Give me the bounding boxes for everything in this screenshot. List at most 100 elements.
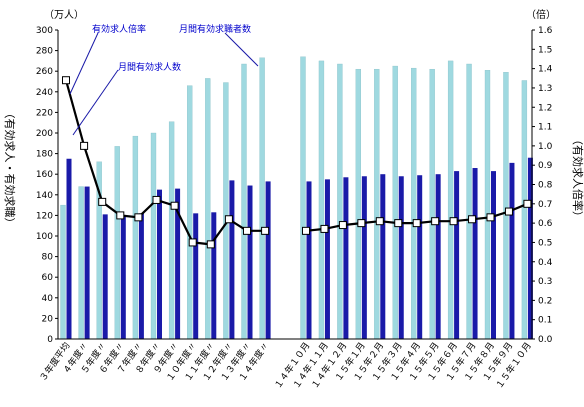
- ratio-line-layer: [62, 76, 532, 249]
- left-tick-label: 260: [36, 67, 53, 77]
- seekers-bar: [114, 146, 120, 340]
- axes-layer: 0 20 40 60 80 100 120 140 160 180 200 220 240 260 280 3…: [36, 26, 553, 345]
- ratio-point: [412, 219, 421, 228]
- right-tick-label: 0.2: [538, 296, 552, 306]
- ratio-point: [523, 199, 532, 208]
- legend-seekers: 月間有効求職者数: [179, 23, 251, 35]
- right-tick-label: 0.9: [538, 161, 553, 171]
- seekers-bar: [318, 60, 325, 340]
- right-tick-label: 1.2: [538, 103, 552, 113]
- left-tick-label: 20: [42, 314, 54, 324]
- legend-leader-seekers: [224, 32, 259, 67]
- seekers-bar: [168, 121, 175, 340]
- seekers-bar: [150, 132, 157, 340]
- offers-bar: [417, 175, 423, 339]
- offers-bar: [138, 213, 144, 339]
- ratio-point: [394, 219, 403, 228]
- seekers-bar: [132, 135, 139, 340]
- seekers-bar: [205, 78, 211, 340]
- offers-bar: [247, 185, 253, 339]
- offers-bar: [102, 214, 108, 339]
- left-tick-label: 180: [36, 150, 53, 160]
- offers-bar: [306, 181, 312, 339]
- left-tick-label: 220: [36, 108, 53, 118]
- offers-bar: [380, 174, 386, 339]
- offers-bar: [454, 171, 460, 339]
- offers-bar: [157, 189, 162, 339]
- left-tick-label: 40: [42, 294, 54, 304]
- ratio-point: [320, 224, 329, 233]
- bars-layer: [60, 56, 533, 340]
- ratio-point: [152, 195, 161, 204]
- left-unit-label: （万人）: [44, 9, 84, 21]
- right-tick-label: 0.5: [538, 238, 552, 248]
- seekers-bar: [466, 63, 472, 340]
- left-tick-label: 200: [36, 129, 53, 139]
- right-tick-label: 0.3: [538, 277, 552, 287]
- offers-bar: [211, 212, 217, 339]
- left-tick-label: 280: [36, 47, 53, 57]
- seekers-bar: [429, 68, 435, 340]
- offers-bar: [435, 174, 441, 339]
- right-tick-label: 0.1: [538, 316, 552, 326]
- left-tick-label: 160: [36, 170, 53, 180]
- ratio-point: [62, 76, 70, 85]
- left-tick-label: 300: [36, 26, 53, 36]
- offers-bar: [229, 180, 235, 339]
- seekers-bar: [355, 68, 362, 340]
- offers-bar: [265, 181, 271, 339]
- right-tick-label: 1.5: [538, 45, 552, 55]
- ratio-point: [243, 226, 251, 235]
- offers-bar: [509, 162, 515, 339]
- ratio-point: [375, 217, 384, 226]
- right-tick-label: 1.1: [538, 123, 552, 133]
- left-tick-label: 240: [36, 88, 53, 98]
- right-tick-label: 1.6: [538, 26, 553, 36]
- ratio-point: [80, 141, 89, 150]
- offers-bar: [491, 171, 496, 339]
- ratio-point: [261, 226, 270, 235]
- left-tick-label: 120: [36, 211, 53, 221]
- offers-bar: [193, 213, 199, 339]
- left-tick-label: 80: [42, 253, 54, 263]
- right-tick-label: 0.7: [538, 200, 552, 210]
- offers-bar: [527, 157, 533, 339]
- legend-leader-offers: [72, 69, 119, 136]
- offers-bar: [398, 176, 404, 339]
- seekers-bar: [503, 72, 509, 340]
- seekers-bar: [60, 204, 66, 340]
- seekers-bar: [484, 70, 491, 340]
- offers-bar: [84, 186, 90, 339]
- seekers-bar: [78, 186, 84, 340]
- left-tick-label: 0: [47, 335, 53, 345]
- ratio-point: [504, 207, 513, 216]
- legend-leader-ratio: [69, 32, 99, 95]
- left-tick-label: 60: [42, 273, 54, 283]
- right-tick-label: 1.4: [538, 65, 553, 75]
- ratio-point: [116, 211, 125, 220]
- ratio-point: [188, 238, 197, 247]
- right-unit-label: （倍）: [526, 8, 556, 21]
- offers-bar: [472, 168, 478, 339]
- seekers-bar: [187, 85, 193, 340]
- left-axis-title: （有効求人・有効求職）: [3, 108, 17, 229]
- seekers-bar: [521, 80, 528, 340]
- ratio-point: [134, 213, 143, 222]
- seekers-bar: [241, 63, 247, 340]
- left-tick-label: 100: [36, 232, 53, 242]
- ratio-point: [98, 197, 107, 206]
- seekers-bar: [392, 65, 398, 340]
- seekers-bar: [223, 82, 229, 340]
- ratio-point: [468, 215, 477, 224]
- ratio-point: [170, 201, 179, 210]
- offers-bar: [324, 179, 330, 339]
- right-tick-label: 0.4: [538, 258, 553, 268]
- ratio-point: [431, 217, 440, 226]
- legend-ratio: 有効求人倍率: [92, 23, 146, 35]
- right-axis-title: （有効求人倍率）: [571, 134, 584, 222]
- right-tick-label: 0.8: [538, 181, 553, 191]
- ratio-point: [486, 213, 495, 222]
- ratio-point: [338, 221, 347, 230]
- right-tick-label: 0.6: [538, 219, 553, 229]
